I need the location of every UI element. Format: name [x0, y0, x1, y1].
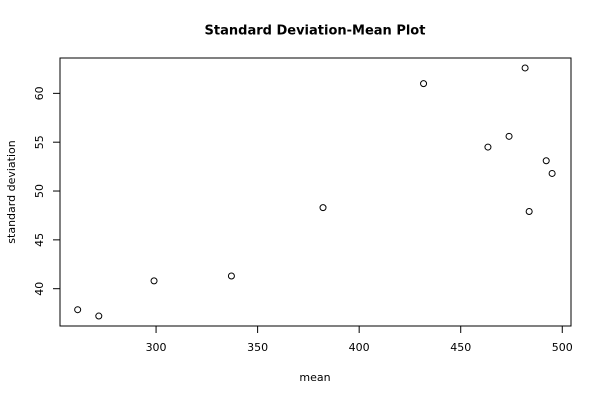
- x-tick-label: 450: [450, 341, 471, 354]
- y-tick-label: 45: [33, 233, 46, 247]
- point: [227, 272, 235, 280]
- point: [150, 277, 158, 285]
- point: [95, 312, 103, 320]
- point: [319, 204, 327, 212]
- x-tick-label: 350: [247, 341, 268, 354]
- x-tick-label: 300: [146, 341, 167, 354]
- y-axis-label: standard deviation: [5, 140, 18, 243]
- plot-box: [59, 57, 572, 327]
- x-tick-label: 400: [349, 341, 370, 354]
- point: [74, 306, 82, 314]
- x-axis-label: mean: [299, 371, 330, 384]
- y-tick-label: 55: [33, 135, 46, 149]
- point: [484, 143, 492, 151]
- point: [521, 64, 529, 72]
- point: [548, 169, 556, 177]
- chart-title: Standard Deviation-Mean Plot: [205, 24, 426, 39]
- point: [505, 132, 513, 140]
- y-tick-label: 60: [33, 86, 46, 100]
- point: [542, 157, 550, 165]
- y-tick-label: 40: [33, 282, 46, 296]
- point: [525, 208, 533, 216]
- x-tick-label: 500: [552, 341, 573, 354]
- point: [420, 80, 428, 88]
- y-tick-label: 50: [33, 184, 46, 198]
